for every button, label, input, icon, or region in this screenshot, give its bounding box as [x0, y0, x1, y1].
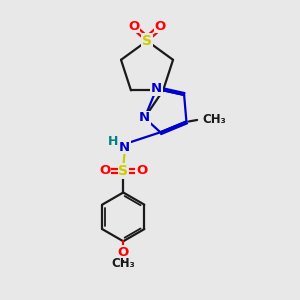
Text: O: O — [136, 164, 147, 177]
Text: N: N — [119, 140, 130, 154]
Text: O: O — [99, 164, 110, 177]
Text: O: O — [155, 20, 166, 33]
Text: H: H — [108, 135, 118, 148]
Text: N: N — [151, 82, 162, 95]
Text: O: O — [118, 246, 129, 259]
Text: S: S — [142, 34, 152, 48]
Text: N: N — [139, 111, 150, 124]
Text: S: S — [118, 164, 128, 178]
Text: O: O — [128, 20, 139, 33]
Text: CH₃: CH₃ — [111, 257, 135, 270]
Text: CH₃: CH₃ — [202, 113, 226, 127]
